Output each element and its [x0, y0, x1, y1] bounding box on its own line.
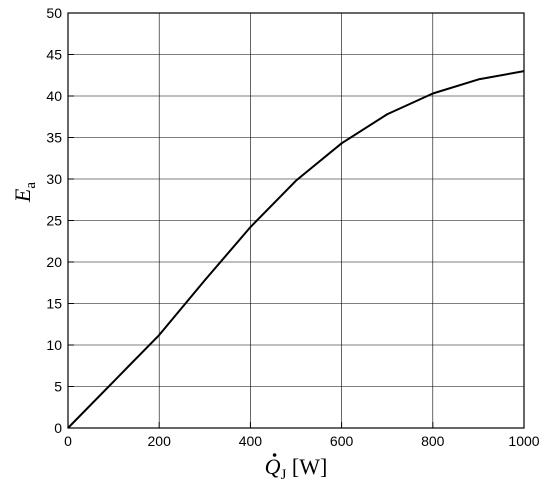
y-axis-symbol: E [10, 188, 35, 203]
svg-text:Ea: Ea [10, 182, 39, 203]
series-group [67, 70, 525, 429]
y-axis-subscript: a [23, 182, 39, 189]
x-tick-label: 400 [239, 433, 263, 449]
x-axis-subscript: J [281, 467, 287, 483]
y-tick-label: 10 [46, 337, 62, 353]
y-tick-label: 45 [46, 47, 62, 63]
y-tick-label: 50 [46, 5, 62, 21]
x-axis-title: QJ [W] [265, 453, 328, 483]
x-tick-label: 1000 [508, 433, 539, 449]
x-axis-symbol: Q [265, 454, 281, 479]
svg-text:QJ [W]: QJ [W] [265, 454, 328, 483]
y-tick-label: 15 [46, 296, 62, 312]
y-axis-title: Ea [10, 182, 39, 203]
x-tick-label: 800 [421, 433, 445, 449]
y-tick-label: 40 [46, 88, 62, 104]
y-tick-label: 35 [46, 130, 62, 146]
series-line [67, 70, 525, 429]
x-tick-label: 0 [64, 433, 72, 449]
y-tick-label: 5 [54, 379, 62, 395]
y-tick-label: 30 [46, 171, 62, 187]
y-tick-label: 25 [46, 213, 62, 229]
tick-marks [67, 12, 525, 429]
y-tick-labels: 0 5 10 15 20 25 30 35 40 45 50 [46, 5, 62, 436]
grid-lines [67, 12, 525, 429]
x-axis-unit: [W] [292, 454, 327, 479]
x-tick-labels: 0 200 400 600 800 1000 [64, 433, 540, 449]
y-tick-label: 20 [46, 254, 62, 270]
y-tick-label: 0 [54, 420, 62, 436]
x-tick-label: 200 [148, 433, 172, 449]
x-axis-overdot [272, 453, 277, 457]
x-tick-label: 600 [330, 433, 354, 449]
